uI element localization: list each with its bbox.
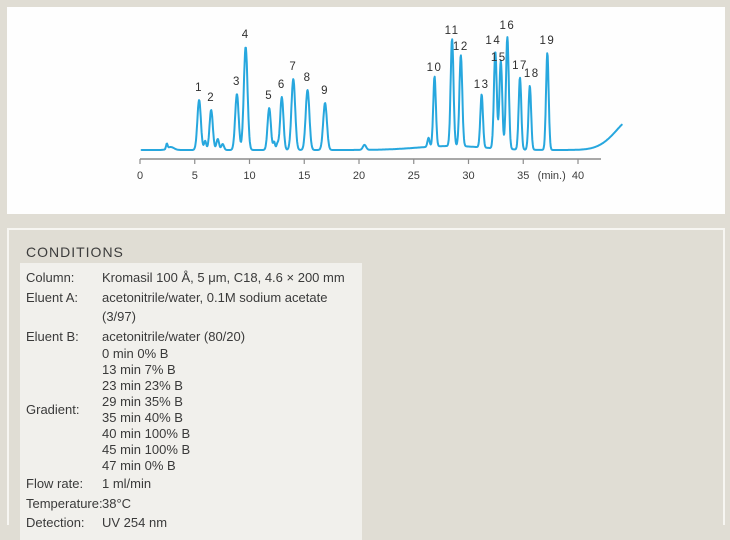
conditions-panel: CONDITIONS Column: Kromasil 100 Å, 5 μm, … [7,228,725,540]
x-tick-label: 40 [572,170,584,182]
condition-row: Eluent B: acetonitrile/water (80/20) [20,327,362,347]
gradient-step: 13 min 7% B [102,362,176,377]
condition-label: Column: [26,270,75,285]
condition-row: Eluent A: acetonitrile/water, 0.1M sodium… [20,288,362,327]
peak-label: 14 [485,35,501,47]
condition-row: Flow rate: 1 ml/min [20,474,362,494]
peak-label: 7 [289,61,297,73]
peak-label: 8 [304,72,312,84]
conditions-table: Column: Kromasil 100 Å, 5 μm, C18, 4.6 × … [20,263,362,540]
peak-label: 4 [242,29,250,41]
condition-value: Kromasil 100 Å, 5 μm, C18, 4.6 × 200 mm [102,270,345,285]
condition-value: acetonitrile/water, 0.1M sodium acetate … [102,289,328,325]
gradient-step: 35 min 40% B [102,410,183,425]
condition-row: Gradient: 0 min 0% B 13 min 7% B 23 min 23%… [20,346,362,474]
x-tick-label: 25 [408,170,420,182]
condition-row: Column: Kromasil 100 Å, 5 μm, C18, 4.6 × … [20,268,362,288]
gradient-step: 23 min 23% B [102,378,183,393]
trace-line [140,36,623,151]
peak-label: 10 [427,62,443,74]
x-axis-unit-label: (min.) [538,170,566,182]
peak-label: 6 [278,79,286,91]
x-tick-label: 10 [243,170,255,182]
gradient-step: 29 min 35% B [102,394,183,409]
x-tick-label: 0 [137,170,143,182]
condition-label: Eluent A: [26,289,79,305]
x-tick-label: 5 [192,170,198,182]
peak-label: 18 [524,68,540,80]
condition-label: Temperature: [26,495,103,511]
condition-row: Temperature: 38°C [20,494,362,514]
conditions-title: CONDITIONS [26,244,124,260]
condition-value: 1 ml/min [102,476,152,491]
condition-value: acetonitrile/water (80/20) [102,328,246,344]
x-tick-label: 30 [462,170,474,182]
peak-label: 17 [512,60,528,72]
condition-label: Eluent B: [26,328,79,344]
chromatogram-panel: 0 5 10 15 20 25 30 35 40 (min.) 1 2 3 4 5 6 7 8 9 10 11 12 13 1… [7,7,725,214]
peak-label: 9 [321,85,329,97]
x-tick-label: 15 [298,170,310,182]
peak-label: 3 [233,76,241,88]
gradient-step: 45 min 100% B [102,442,191,457]
peak-label: 1 [195,82,203,94]
condition-value: 38°C [102,495,132,511]
condition-label: Flow rate: [26,476,84,491]
peak-label: 2 [207,92,215,104]
chromatogram-figure: 0 5 10 15 20 25 30 35 40(min.)123456789101112131… [137,20,623,182]
peak-label: 13 [474,79,490,91]
peak-label: 5 [265,90,273,102]
gradient-step: 0 min 0% B [102,346,169,361]
peak-label: 11 [445,25,460,37]
peak-label: 15 [491,52,507,64]
x-tick-label: 35 [517,170,529,182]
peak-label: 12 [453,41,469,53]
condition-value: 0 min 0% B 13 min 7% B 23 min 23% B 29 min … [102,346,362,474]
peak-label: 19 [539,35,555,47]
condition-label: Gradient: [26,402,80,418]
gradient-step: 40 min 100% B [102,426,191,441]
gradient-step: 47 min 0% B [102,458,176,473]
peak-label: 16 [499,20,515,32]
x-tick-label: 20 [353,170,365,182]
